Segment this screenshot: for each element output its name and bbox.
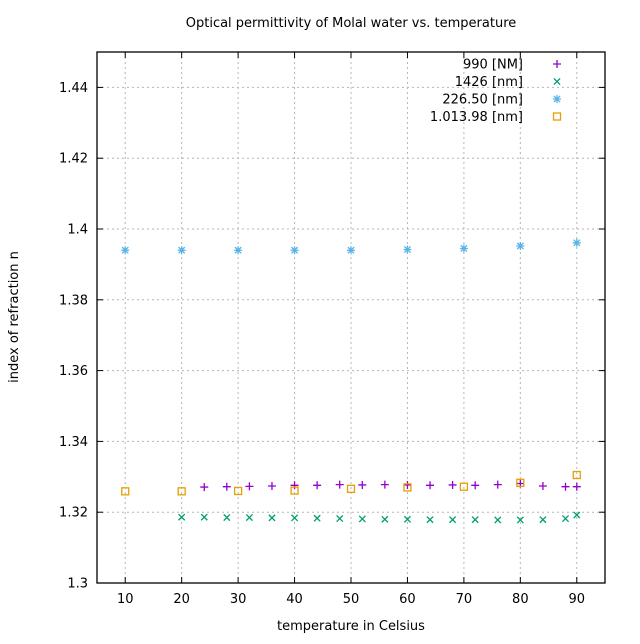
legend-label: 226.50 [nm] [442,93,523,108]
data-point [561,482,570,491]
data-point [403,515,412,523]
data-point [267,482,276,491]
x-tick-label: 50 [343,592,360,607]
data-point [336,515,344,523]
y-tick-label: 1.34 [59,435,88,450]
data-point [572,482,581,491]
data-point [313,514,321,522]
x-tick-labels: 10 20 30 40 50 60 70 80 90 [117,592,585,607]
x-tick-label: 80 [512,592,529,607]
gridlines [97,52,605,584]
data-point [358,480,367,489]
x-tick-label: 10 [117,592,134,607]
y-tick-label: 1.38 [59,293,88,308]
legend-item: 990 [NM] [463,58,561,73]
data-point [493,480,502,489]
x-tick-label: 40 [286,592,303,607]
legend-item: 1.013.98 [nm] [430,110,562,125]
data-point [346,484,356,493]
data-point [516,516,524,524]
legend: 990 [NM] 1426 [nm] 226.50 [nm] 1.013.98 [nm… [430,58,562,125]
data-point [539,516,547,524]
data-point [290,486,299,495]
data-point [381,515,389,523]
data-point [290,246,299,255]
data-point [426,481,435,490]
y-tick-label: 1.4 [67,223,88,238]
data-point [200,483,209,492]
data-point [448,480,457,489]
data-points [121,238,581,524]
data-point [245,482,254,491]
legend-label: 990 [NM] [463,58,523,73]
data-point [245,513,253,522]
x-tick-label: 90 [569,592,586,607]
y-tick-label: 1.42 [59,152,88,167]
chart-title: Optical permittivity of Molal water vs. … [186,16,517,31]
data-point [233,486,243,496]
y-tick-label: 1.36 [59,364,88,379]
data-point [403,480,412,489]
data-point [335,480,344,489]
x-tick-label: 70 [456,592,473,607]
y-axis-label: index of refraction n [7,251,22,383]
x-axis-label: temperature in Celsius [277,619,425,634]
data-point [121,487,130,496]
y-tick-labels: 1.3 1.32 1.34 1.36 1.38 1.4 1.42 1.44 [59,81,88,592]
data-point [200,513,208,521]
data-point [494,516,502,524]
data-point [403,483,412,492]
data-point [268,514,276,522]
x-tick-label: 20 [173,592,190,607]
x-tick-label: 30 [230,592,247,607]
data-point [471,516,479,524]
data-point [553,95,561,103]
data-point [426,516,434,524]
data-point [572,238,581,247]
data-point [561,515,570,523]
data-point [516,241,525,250]
legend-label: 1.013.98 [nm] [430,110,523,125]
data-point [290,481,299,490]
legend-item: 226.50 [nm] [442,93,561,108]
plot-border-rect [96,51,606,584]
y-tick-label: 1.44 [59,81,88,96]
data-point [459,244,468,253]
data-point [347,246,355,255]
data-point [538,482,547,491]
legend-item: 1426 [nm] [455,75,561,90]
data-point [313,481,322,490]
y-tick-label: 1.3 [67,577,88,592]
data-point [449,516,457,524]
data-point [471,481,480,490]
data-point [573,511,581,519]
y-tick-label: 1.32 [59,506,88,521]
data-point [553,77,561,86]
data-point [177,487,186,496]
data-point [234,246,243,255]
plot-border [96,51,606,584]
legend-label: 1426 [nm] [455,75,523,90]
x-tick-label: 60 [399,592,416,607]
data-point [380,480,389,489]
data-point [572,470,581,480]
data-point [222,482,231,491]
data-point [516,478,525,487]
data-point [553,60,561,68]
data-point [403,245,412,254]
data-point [290,514,299,522]
data-point [223,513,231,522]
data-point [459,482,469,491]
data-point [552,112,562,121]
data-point [178,513,186,521]
data-point [177,246,186,255]
data-point [121,246,130,255]
data-point [358,515,366,523]
